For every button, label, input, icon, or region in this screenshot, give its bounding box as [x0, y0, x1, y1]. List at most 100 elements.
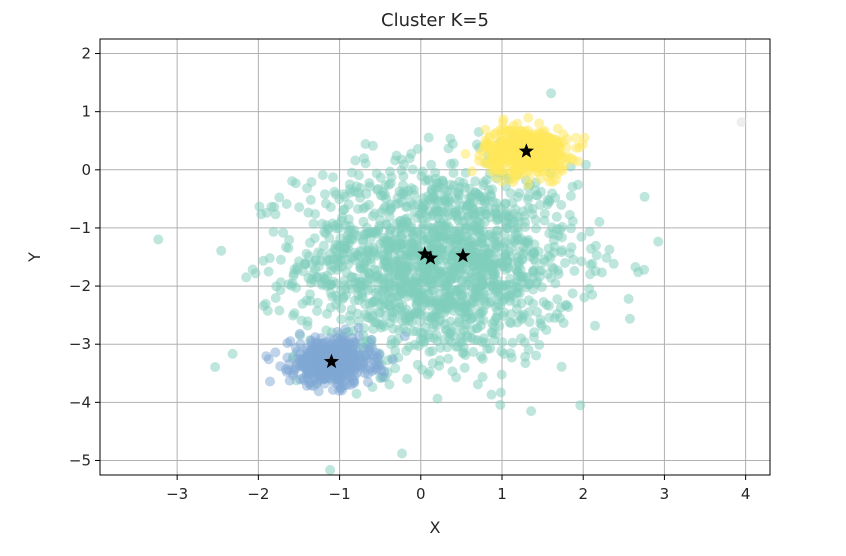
x-tick-label: 0: [416, 485, 426, 503]
data-point: [543, 243, 554, 254]
data-point: [335, 350, 346, 361]
data-point: [430, 182, 441, 193]
data-point: [316, 248, 327, 259]
data-point: [415, 316, 425, 327]
data-point: [501, 216, 512, 227]
data-point: [398, 171, 409, 182]
data-point: [351, 388, 362, 399]
data-point: [338, 248, 349, 259]
data-point: [479, 205, 490, 216]
x-tick-label: −1: [329, 485, 351, 503]
data-point: [454, 232, 465, 243]
cluster-1-points: [460, 112, 590, 190]
data-point: [309, 233, 320, 244]
data-point: [397, 448, 407, 459]
data-point: [547, 262, 558, 273]
data-point: [366, 334, 377, 345]
data-point: [369, 208, 380, 219]
data-point: [417, 233, 428, 244]
data-point: [227, 348, 238, 359]
data-point: [275, 254, 286, 265]
data-point: [423, 315, 433, 326]
data-point: [281, 366, 292, 377]
data-point: [566, 242, 577, 253]
data-point: [345, 315, 356, 326]
data-point: [544, 312, 555, 323]
data-point: [270, 293, 281, 303]
data-point: [569, 265, 580, 276]
data-point: [489, 287, 500, 298]
data-point: [336, 340, 347, 351]
data-point: [477, 353, 488, 364]
data-point: [523, 179, 534, 190]
y-axis-ticks: 2 1 0 −1 −2 −3 −4 −5: [69, 45, 100, 469]
data-point: [317, 278, 328, 289]
data-point: [568, 254, 579, 265]
data-point: [338, 189, 349, 200]
data-point: [322, 308, 332, 319]
data-point: [510, 204, 521, 215]
data-point: [511, 303, 522, 314]
data-point: [445, 133, 456, 144]
data-point: [526, 406, 537, 417]
data-point: [292, 265, 303, 275]
data-point: [527, 160, 538, 171]
data-point: [346, 167, 357, 178]
data-point: [370, 227, 381, 238]
data-point: [398, 189, 409, 200]
data-point: [454, 176, 465, 187]
data-point: [435, 277, 445, 288]
data-point: [505, 257, 516, 268]
y-tick-label: −3: [69, 335, 91, 353]
data-point: [375, 238, 386, 249]
data-point: [459, 362, 470, 373]
data-point: [358, 237, 368, 248]
data-point: [443, 353, 454, 364]
data-point: [364, 199, 374, 210]
data-point: [534, 339, 545, 350]
data-point: [535, 314, 546, 325]
data-point: [579, 292, 590, 303]
data-point: [265, 376, 275, 387]
data-point: [423, 132, 434, 143]
data-point: [568, 155, 579, 166]
y-axis-label: Y: [25, 252, 44, 263]
data-point: [524, 278, 535, 289]
data-point: [336, 303, 346, 314]
data-point: [530, 256, 541, 267]
data-point: [587, 289, 598, 300]
data-point: [498, 238, 509, 249]
data-point: [520, 351, 531, 362]
data-point: [576, 256, 587, 267]
y-tick-label: −5: [69, 451, 91, 469]
data-point: [475, 237, 486, 248]
data-point: [285, 336, 296, 347]
y-tick-label: −2: [69, 277, 91, 295]
data-point: [541, 325, 552, 335]
data-point: [519, 337, 530, 348]
data-point: [411, 287, 422, 298]
data-point: [288, 310, 299, 321]
data-point: [409, 230, 420, 241]
y-tick-label: 2: [81, 45, 91, 63]
data-point: [448, 330, 458, 341]
data-point: [241, 272, 252, 283]
data-point: [216, 245, 227, 256]
data-point: [390, 363, 401, 374]
data-point: [444, 243, 455, 254]
data-point: [497, 337, 508, 348]
data-point: [436, 230, 447, 241]
data-point: [303, 207, 314, 218]
data-point: [359, 153, 369, 164]
data-point: [328, 172, 338, 183]
data-point: [472, 379, 483, 390]
data-point: [381, 219, 392, 230]
data-point: [372, 184, 383, 194]
data-point: [430, 167, 441, 178]
data-point: [294, 328, 305, 339]
data-point: [355, 192, 366, 203]
data-point: [630, 262, 641, 272]
data-point: [284, 359, 295, 370]
data-point: [420, 263, 431, 274]
data-point: [430, 295, 440, 306]
